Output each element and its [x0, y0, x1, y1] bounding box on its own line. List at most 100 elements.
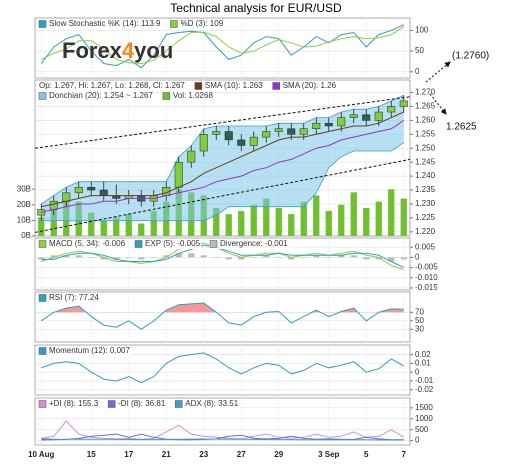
candle-body: [174, 161, 183, 188]
bar: [375, 201, 382, 236]
bar: [213, 207, 220, 236]
y-tick-label: 1000: [415, 414, 433, 423]
y-tick-label: 1.265: [415, 102, 436, 111]
y-tick-label: 0: [415, 252, 420, 261]
y-tick-label: -0.01: [415, 376, 434, 385]
legend-label: %D (3): 109: [180, 19, 223, 28]
bar: [250, 204, 257, 236]
x-tick-label: 7: [402, 450, 407, 459]
bar: [150, 257, 157, 258]
y-tick-label: 1500: [415, 403, 433, 412]
candle-body: [399, 100, 408, 107]
line: [41, 352, 405, 384]
y-tick-label: 0.005: [415, 242, 436, 251]
legend-item: ADX (8): 33.51: [174, 399, 240, 409]
bar: [100, 257, 107, 260]
legend-swatch: [38, 294, 47, 302]
legend-item: -DI (8): 36.81: [107, 399, 167, 409]
y-tick-label: 1.230: [415, 199, 436, 208]
chart-title: Technical analysis for EUR/USD: [170, 1, 342, 15]
y-tick-label: 1.245: [415, 157, 436, 166]
bar: [313, 255, 320, 258]
bar: [38, 217, 45, 236]
candle-body: [37, 209, 46, 216]
candle-body: [262, 131, 271, 138]
bar: [325, 257, 332, 258]
x-tick-label: 29: [274, 450, 283, 459]
legend-bg: [271, 81, 338, 91]
y-tick-label: 1.250: [415, 143, 436, 152]
candle-body: [349, 114, 358, 118]
legend-item: %D (3): 109: [169, 19, 225, 29]
bar: [125, 214, 132, 236]
bar: [275, 207, 282, 236]
legend-item: Slow Stochastic %K (14): 113.9: [38, 19, 162, 29]
y-tick-label: 1.260: [415, 116, 436, 125]
legend-swatch: [170, 20, 178, 28]
legend-bg: [134, 239, 202, 249]
bar: [400, 257, 407, 260]
bar: [238, 211, 245, 236]
bar: [288, 257, 295, 260]
bar: [388, 257, 395, 262]
y-tick-label: 100: [415, 26, 429, 35]
legend-bg: [161, 91, 214, 101]
legend-swatch: [162, 92, 171, 100]
x-tick-label: 17: [124, 450, 133, 459]
legend-swatch: [38, 240, 47, 248]
y-tick-label: 0: [415, 67, 420, 76]
legend-label: Divergence: -0.001: [220, 239, 288, 248]
legend-label: Donchian (20): 1.254 ~ 1.267: [49, 91, 153, 100]
legend-swatch: [175, 400, 183, 408]
legend-bg: [38, 346, 131, 356]
legend-swatch: [272, 82, 280, 90]
legend-item: SMA (10): 1.263: [193, 81, 264, 91]
y-tick-label: 0: [415, 436, 420, 445]
bar: [163, 255, 170, 258]
legend-label: Momentum (12): 0.007: [49, 346, 130, 355]
bar: [150, 211, 157, 236]
candle-body: [224, 131, 233, 141]
bar: [113, 257, 120, 260]
annotation: 1.2625: [446, 122, 477, 133]
legend-bg: [38, 293, 100, 303]
bar: [113, 217, 120, 236]
legend-item: Divergence: -0.001: [209, 239, 289, 249]
legend-bg: [174, 399, 240, 409]
y2-tick-label: 20B: [17, 200, 31, 209]
logo-part: you: [134, 38, 173, 63]
candle-body: [62, 192, 71, 202]
x-tick-label: 23: [199, 450, 208, 459]
logo: Forex4you: [62, 38, 173, 63]
candle-body: [387, 106, 396, 113]
legend-bg: [169, 19, 225, 29]
candle-body: [337, 117, 346, 127]
bar: [363, 257, 370, 260]
bar: [188, 253, 195, 258]
band-upper: [41, 94, 404, 205]
x-tick-label: 15: [87, 450, 96, 459]
bar: [363, 207, 370, 236]
legend-swatch: [38, 20, 47, 28]
bar: [350, 255, 357, 258]
y-tick-label: -0.010: [415, 273, 438, 282]
bar: [225, 214, 232, 236]
y-tick-label: 70: [415, 307, 424, 316]
bar: [213, 257, 220, 258]
legend-item: Vol: 1.0268: [161, 91, 214, 101]
bar: [138, 223, 145, 236]
candle-body: [362, 114, 371, 121]
bar: [338, 255, 345, 258]
bar: [250, 257, 257, 258]
bar: [100, 220, 107, 236]
bar: [238, 257, 245, 260]
legend-label: Slow Stochastic %K (14): 113.9: [49, 19, 161, 28]
candle-body: [212, 131, 221, 135]
arrow: [425, 61, 451, 83]
band-lower: [41, 142, 405, 222]
y-tick-label: 0.01: [415, 359, 431, 368]
y-tick-label: -0.02: [415, 385, 434, 394]
x-tick-label: 21: [162, 450, 171, 459]
y-tick-label: 0.02: [415, 350, 431, 359]
bar: [50, 255, 57, 258]
